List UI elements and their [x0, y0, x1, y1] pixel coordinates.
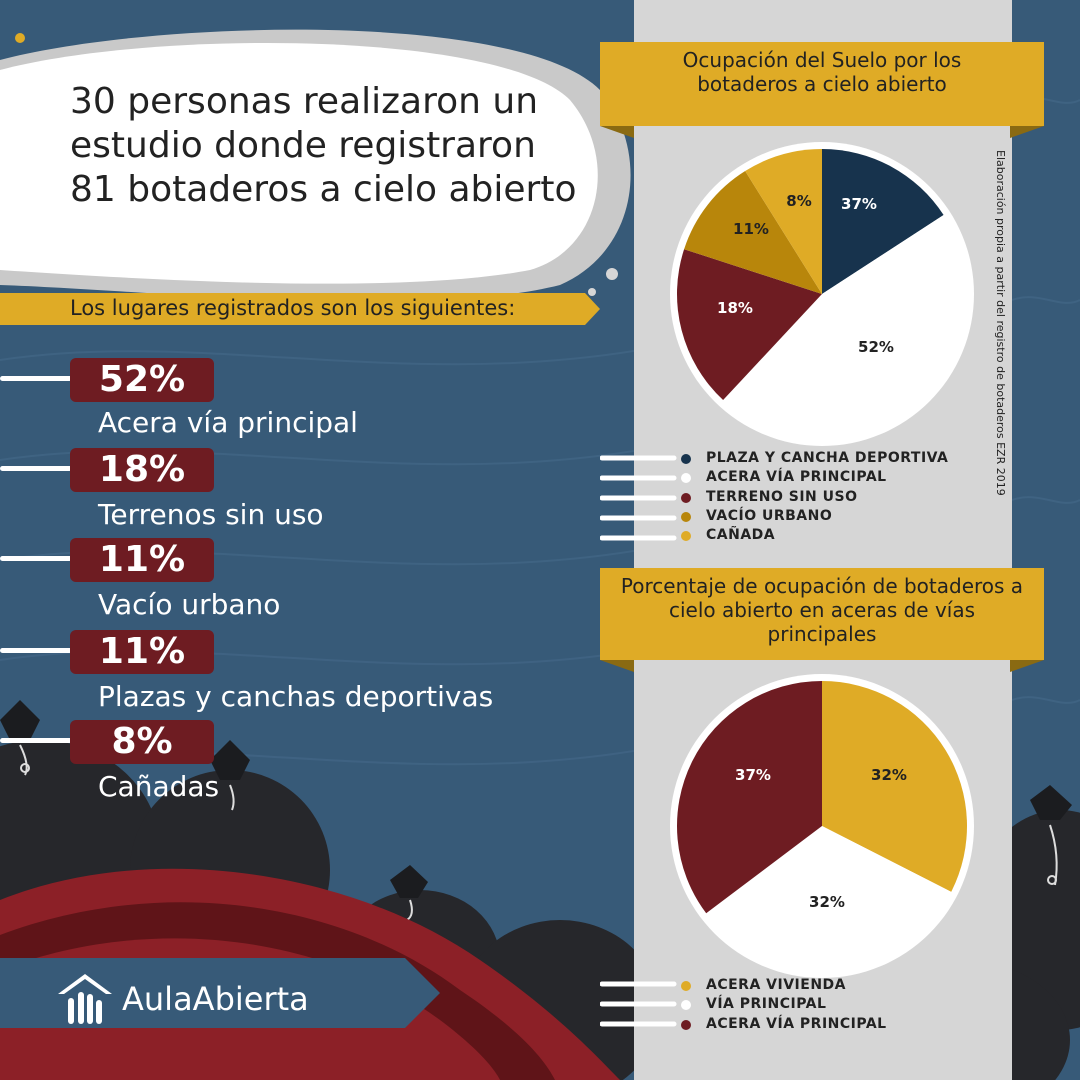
- stat-label-2: Terrenos sin uso: [98, 498, 324, 531]
- logo-text: AulaAbierta: [122, 980, 309, 1018]
- chart1-slice-4: [684, 171, 822, 294]
- chart1-slice-label-4: 11%: [733, 220, 769, 238]
- stat-line-5: [0, 738, 72, 743]
- chart1-legend-label-1: PLAZA Y CANCHA DEPORTIVA: [706, 450, 949, 466]
- stat-line-3: [0, 556, 72, 561]
- chart1-legend-swatch-2: [681, 473, 691, 484]
- chart2-slice-1: [822, 681, 967, 892]
- chart2-legend-label-2: VÍA PRINCIPAL: [706, 996, 827, 1013]
- chart2-slice-label-1: 32%: [871, 766, 907, 784]
- chart1-slice-5: [745, 149, 822, 294]
- chart1-legend-label-5: CAÑADA: [706, 527, 776, 544]
- chart2-legend-lines: [600, 981, 677, 1027]
- chart2-slice-2: [706, 826, 952, 971]
- hands-house-icon: [58, 974, 112, 1024]
- chart2-legend-label-3: ACERA VÍA PRINCIPAL: [706, 1015, 887, 1032]
- chart1-legend-swatch-1: [681, 454, 691, 464]
- logo-band: [0, 958, 440, 1028]
- headline: 30 personas realizaron un estudio donde …: [70, 80, 590, 212]
- chart1-title: Ocupación del Suelo por los botaderos a …: [682, 48, 962, 96]
- chart1-title-band: [600, 42, 1044, 138]
- chart1-legend-swatch-4: [681, 511, 691, 522]
- chart2-legend-swatch-1: [681, 981, 691, 991]
- headline-text-a: personas realizaron un estudio donde reg…: [70, 81, 539, 166]
- chart1-pie: 37% 52% 18% 11% 8%: [670, 142, 974, 446]
- chart2-legend-swatch-2: [681, 1000, 691, 1011]
- stat-label-4: Plazas y canchas deportivas: [98, 680, 494, 713]
- chart2-title-band: [600, 568, 1044, 672]
- stat-line-2: [0, 466, 72, 471]
- chart1-legend-label-3: TERRENO SIN USO: [706, 488, 858, 505]
- chart1-slice-2: [723, 215, 967, 440]
- stat-value-3: 11%: [70, 538, 214, 582]
- sites-count: 81: [70, 169, 116, 210]
- stat-value-4: 11%: [70, 630, 214, 674]
- chart1-legend-label-2: ACERA VÍA PRINCIPAL: [706, 469, 887, 486]
- stat-line-4: [0, 648, 72, 653]
- stat-value-5: 8%: [70, 720, 214, 764]
- source-note: Elaboración propia a partir del registro…: [994, 150, 1007, 496]
- chart1-slice-label-2: 52%: [858, 338, 894, 356]
- stat-label-5: Cañadas: [98, 770, 220, 803]
- chart2-pie: 32% 32% 37%: [670, 674, 974, 978]
- chart1-legend-label-4: VACÍO URBANO: [706, 507, 833, 524]
- chart1-legend-lines: [600, 455, 677, 541]
- stat-label-3: Vacío urbano: [98, 588, 281, 621]
- chart2-legend-label-1: ACERA VIVIENDA: [706, 977, 846, 993]
- subtitle: Los lugares registrados son los siguient…: [70, 296, 516, 320]
- headline-text-b: botaderos a cielo abierto: [115, 169, 577, 210]
- chart2-title: Porcentaje de ocupación de botaderos a c…: [620, 574, 1024, 646]
- headline-bubble: [0, 42, 598, 284]
- chart1-legend-swatch-5: [681, 531, 691, 542]
- subtitle-band: [0, 293, 600, 325]
- chart1-slice-label-5: 8%: [786, 192, 811, 210]
- stat-label-1: Acera vía principal: [98, 406, 358, 439]
- chart2-legend-swatch-3: [681, 1019, 691, 1030]
- stat-value-1: 52%: [70, 358, 214, 402]
- people-count: 30: [70, 81, 116, 122]
- chart1-legend-swatch-3: [681, 492, 691, 503]
- stat-line-1: [0, 376, 72, 381]
- chart2-slice-label-3: 37%: [735, 766, 771, 784]
- chart1-slice-label-3: 18%: [717, 299, 753, 317]
- chart1-slice-3: [677, 249, 822, 401]
- chart2-slice-label-2: 32%: [809, 893, 845, 911]
- chart1-slice-label-1: 37%: [841, 195, 877, 213]
- chart2-slice-3: [677, 681, 822, 914]
- stat-value-2: 18%: [70, 448, 214, 492]
- chart1-slice-1: [822, 149, 944, 294]
